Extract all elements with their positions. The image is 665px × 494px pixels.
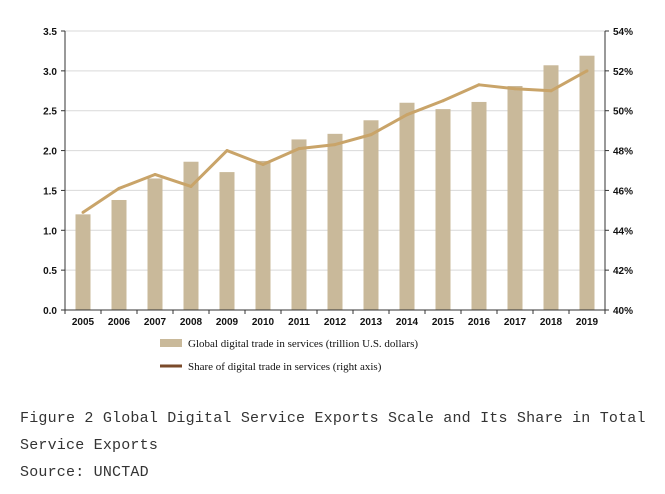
legend-label-line: Share of digital trade in services (righ… [188,361,382,373]
x-tick-label: 2006 [108,317,131,328]
legend: Global digital trade in services (trilli… [160,338,418,373]
left-tick-label: 2.0 [43,147,57,158]
left-tick-label: 3.0 [43,67,57,78]
right-tick-label: 52% [613,67,633,78]
x-tick-label: 2008 [180,317,203,328]
right-tick-label: 50% [613,107,633,118]
bar-2007 [147,178,163,310]
share-point-2014 [405,113,409,117]
x-tick-label: 2012 [324,317,347,328]
share-point-2005 [81,210,85,214]
right-tick-label: 42% [613,266,633,277]
x-tick-label: 2013 [360,317,383,328]
bar-2013 [363,120,379,310]
left-tick-label: 2.5 [43,107,57,118]
x-tick-label: 2015 [432,317,455,328]
figure-caption: Figure 2 Global Digital Service Exports … [20,410,646,427]
left-axis-ticks: 0.0 0.5 1.0 1.5 2.0 2.5 3.0 3.5 [43,27,57,317]
bar-2012 [327,133,343,310]
bar-2005 [75,214,91,310]
bar-2008 [183,161,199,310]
share-point-2008 [189,184,193,188]
right-tick-label: 44% [613,226,633,237]
bar-2006 [111,199,127,310]
source-note: Source: UNCTAD [20,464,149,481]
bar-2015 [435,109,451,311]
bar-2016 [471,101,487,311]
share-point-2009 [225,149,229,153]
left-tick-label: 0.0 [43,306,57,317]
x-tick-label: 2007 [144,317,167,328]
x-tick-label: 2005 [72,317,95,328]
share-point-2007 [153,172,157,176]
share-point-2016 [477,83,481,87]
bar-2019 [579,55,595,311]
share-point-2011 [297,147,301,151]
x-tick-label: 2019 [576,317,599,328]
right-tick-label: 54% [613,27,633,38]
share-point-2018 [549,89,553,93]
right-axis-ticks: 40% 42% 44% 46% 48% 50% 52% 54% [613,27,633,317]
share-point-2015 [441,99,445,103]
left-tick-label: 1.0 [43,226,57,237]
left-tick-label: 0.5 [43,266,57,277]
share-point-2017 [513,87,517,91]
x-tick-label: 2016 [468,317,491,328]
legend-swatch-bars [160,339,182,347]
bar-2017 [507,86,523,310]
right-tick-label: 40% [613,306,633,317]
bar-2011 [291,139,307,310]
share-point-2012 [333,143,337,147]
right-tick-label: 48% [613,147,633,158]
bar-2009 [219,172,235,310]
bar-2014 [399,102,415,310]
x-tick-label: 2014 [396,317,419,328]
right-tick-label: 46% [613,186,633,197]
x-tick-label: 2017 [504,317,527,328]
share-point-2006 [117,186,121,190]
x-tick-label: 2010 [252,317,275,328]
bar-2010 [255,160,271,310]
line-series [81,69,589,214]
left-tick-label: 1.5 [43,186,57,197]
bar-series [75,55,595,311]
share-point-2019 [585,69,589,73]
share-point-2010 [261,163,265,167]
x-axis-ticks: 2005 2006 2007 2008 2009 2010 2011 2012 2013 2014… [72,317,599,328]
axes [61,30,609,314]
x-tick-label: 2011 [288,317,310,328]
x-tick-label: 2018 [540,317,563,328]
left-tick-label: 3.5 [43,27,57,38]
figure-caption-continued: Service Exports [20,437,159,454]
chart: 0.0 0.5 1.0 1.5 2.0 2.5 3.0 3.5 40% 42% 44% 46% 48%… [43,27,633,373]
bar-2018 [543,65,559,310]
legend-label-bars: Global digital trade in services (trilli… [188,338,418,350]
x-tick-label: 2009 [216,317,239,328]
share-point-2013 [369,133,373,137]
